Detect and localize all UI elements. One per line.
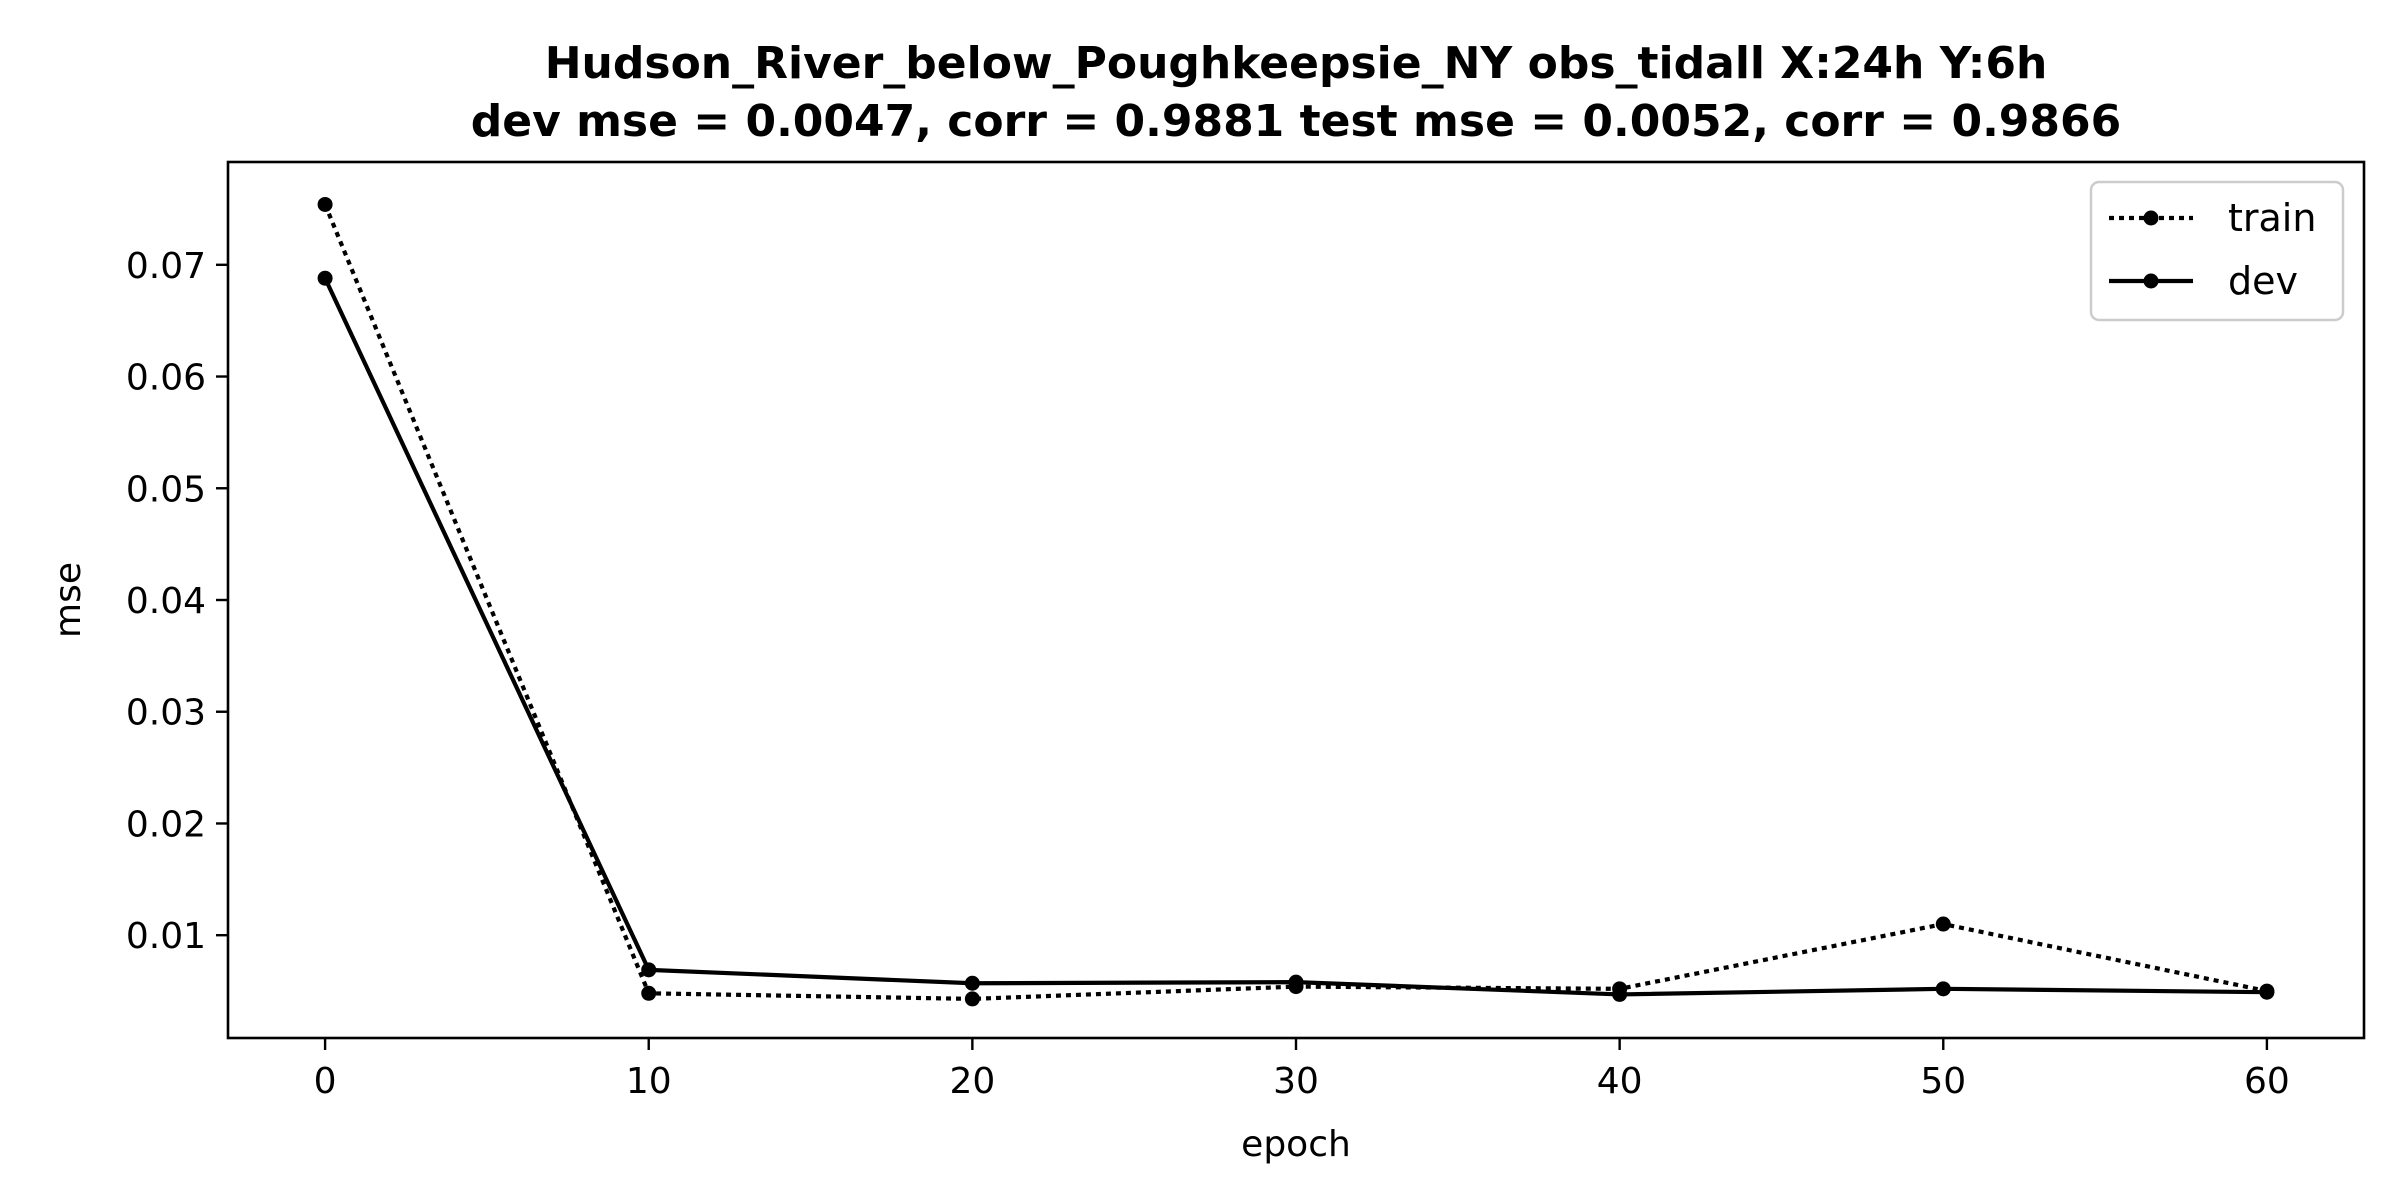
x-tick-label: 30 <box>1273 1061 1319 1102</box>
point-dev <box>317 270 333 286</box>
x-tick-label: 60 <box>2244 1061 2290 1102</box>
y-axis-label: mse <box>48 562 89 638</box>
chart-title: Hudson_River_below_Poughkeepsie_NY obs_t… <box>545 38 2048 89</box>
point-dev <box>641 962 657 978</box>
point-train <box>641 985 657 1001</box>
point-dev <box>1288 974 1304 990</box>
plot-frame <box>226 160 2366 1040</box>
x-tick-label: 50 <box>1920 1061 1966 1102</box>
legend: train dev <box>2089 180 2345 322</box>
y-tick-label: 0.02 <box>126 804 206 845</box>
x-tick-label: 0 <box>314 1061 337 1102</box>
legend-train-label: train <box>2228 196 2316 240</box>
point-dev <box>2259 984 2275 1000</box>
ticks-layer: 0 10 20 30 40 50 60 0.01 0.02 0.03 0.04 0.05 0.06 0.0… <box>126 246 2290 1102</box>
x-axis-label: epoch <box>1241 1124 1351 1165</box>
legend-dev-marker <box>2143 273 2159 289</box>
y-tick-label: 0.07 <box>126 246 206 287</box>
point-train <box>964 991 980 1007</box>
legend-dev-label: dev <box>2228 259 2298 303</box>
series-line-train <box>323 203 2268 1001</box>
y-tick-label: 0.05 <box>126 469 206 510</box>
point-dev <box>964 975 980 991</box>
chart-subtitle: dev mse = 0.0047, corr = 0.9881 test mse… <box>471 96 2122 147</box>
series-line-dev <box>323 277 2267 997</box>
point-dev <box>1612 986 1628 1002</box>
legend-train-marker <box>2143 210 2159 226</box>
point-dev <box>1935 981 1951 997</box>
x-tick-label: 40 <box>1597 1061 1643 1102</box>
x-tick-label: 10 <box>626 1061 672 1102</box>
point-train <box>317 196 333 212</box>
y-tick-label: 0.04 <box>126 581 206 622</box>
x-tick-label: 20 <box>949 1061 995 1102</box>
y-tick-label: 0.03 <box>126 693 206 734</box>
series-layer <box>317 196 2275 1007</box>
point-train <box>1935 916 1951 932</box>
y-tick-label: 0.01 <box>126 916 206 957</box>
y-tick-label: 0.06 <box>126 358 206 399</box>
